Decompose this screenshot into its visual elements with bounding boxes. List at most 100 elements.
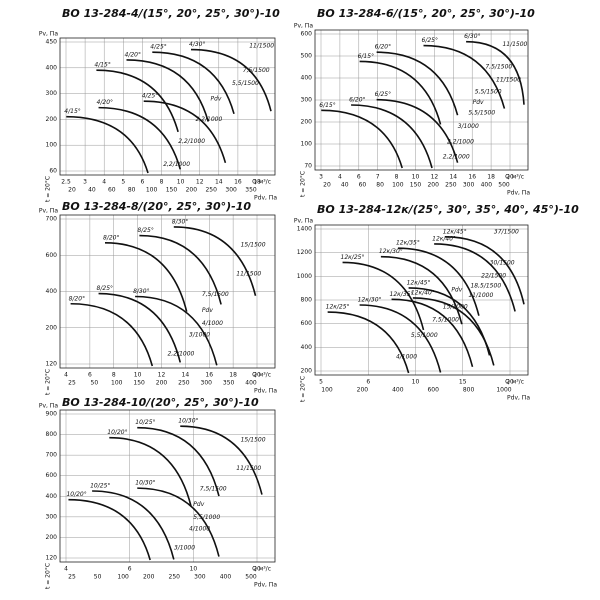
x-tick-label: 200 <box>427 182 439 189</box>
x-tick-label: 4 <box>102 179 106 186</box>
x-tick-label: 600 <box>427 387 439 394</box>
curve-label: 2,2/1000 <box>163 161 190 168</box>
x-tick-label: 200 <box>357 387 369 394</box>
x-tick-label: 4 <box>338 174 342 181</box>
curve-label: 7,5/1500 <box>243 67 270 74</box>
x-tick-label: 18 <box>253 179 261 186</box>
curve-label: 6/20° <box>349 97 365 104</box>
x-tick-label: 100 <box>321 387 333 394</box>
x-tick-label: 100 <box>111 380 123 387</box>
x-tick-label: 100 <box>392 182 404 189</box>
y-tick-label: 200 <box>301 368 313 375</box>
panel-title: ВО 13-284-10/(20°, 25°, 30°)-10 <box>62 396 259 409</box>
plot-frame <box>59 37 276 176</box>
x-tick-label: 150 <box>133 380 145 387</box>
x-tick-label: 5 <box>121 179 125 186</box>
x-unit: Pdv, Па <box>254 388 277 395</box>
plot-frame <box>59 214 276 369</box>
panel: ВО 13-284-10/(20°, 25°, 30°)-10 Pv, Па t =… <box>39 396 277 589</box>
curve <box>137 487 220 557</box>
curve <box>376 51 459 116</box>
x-tick-label: 3 <box>83 179 87 186</box>
x-tick-label: 400 <box>220 574 232 581</box>
x-tick-label: 500 <box>498 182 510 189</box>
y-tick-label: 500 <box>301 53 313 60</box>
curve-label: 12к/35° <box>390 291 414 298</box>
curve-label: 18,5/1500 <box>470 282 501 289</box>
y-tick-label: 600 <box>46 472 58 479</box>
curve-label: 5,5/1000 <box>193 514 220 521</box>
curve-label: 12к/40° <box>411 289 435 296</box>
panel-title: ВО 13-284-8/(20°, 25°, 30°)-10 <box>62 200 251 213</box>
curve-label: 6/30° <box>464 33 480 40</box>
curve <box>92 490 175 560</box>
curve-label: 6/15° <box>319 102 335 109</box>
y-tick-label: 900 <box>46 411 58 418</box>
x-tick-label: 150 <box>410 182 422 189</box>
panel-title: ВО 13-284-4/(15°, 20°, 25°, 30°)-10 <box>62 7 280 20</box>
x-unit: Pdv, Па <box>254 582 277 589</box>
x-tick-label: 20 <box>253 372 261 379</box>
curve <box>180 425 263 495</box>
x-unit: Q м³/с <box>252 372 271 379</box>
curve-label: 4/20° <box>97 99 113 106</box>
y-tick-label: 400 <box>46 64 58 71</box>
x-tick-label: 7 <box>376 174 380 181</box>
x-tick-label: 6 <box>88 372 92 379</box>
side-label: t = 20°C <box>300 171 307 197</box>
curve-label: 12к/30° <box>379 248 403 255</box>
curve-label: 30/1500 <box>490 260 515 267</box>
curve <box>139 234 222 305</box>
y-tick-label: 700 <box>46 216 58 223</box>
curve <box>98 292 182 363</box>
x-tick-label: 200 <box>156 380 168 387</box>
x-tick-label: 10 <box>134 372 142 379</box>
curve-label: 4/1000 <box>189 526 210 533</box>
y-axis-label: Pv, Па <box>294 218 313 225</box>
x-tick-label: 250 <box>445 182 457 189</box>
y-tick-label: 700 <box>46 452 58 459</box>
curve-label: 8/25° <box>137 227 153 234</box>
x-tick-label: 20 <box>323 182 331 189</box>
x-tick-label: 20 <box>253 566 261 573</box>
x-tick-label: 100 <box>117 574 129 581</box>
x-tick-label: 16 <box>234 179 242 186</box>
y-axis-label: Pv, Па <box>39 208 58 215</box>
curve-label: 12к/30° <box>358 297 382 304</box>
curve-label: 4/1000 <box>396 353 417 360</box>
y-tick-label: 300 <box>46 513 58 520</box>
x-tick-label: 16 <box>205 372 213 379</box>
x-tick-label: 400 <box>392 387 404 394</box>
y-tick-label: 1000 <box>297 273 312 280</box>
side-label: t = 20°C <box>45 369 52 395</box>
curve-label: 4/20° <box>125 51 141 58</box>
curve <box>98 106 182 170</box>
x-unit: Pdv, Па <box>254 195 277 202</box>
curve-label: 11/1500 <box>236 465 261 472</box>
curve-label: 15/1500 <box>241 436 266 443</box>
x-tick-label: 20 <box>506 174 514 181</box>
curve-label: Pdv <box>211 95 222 102</box>
y-tick-label: 800 <box>301 297 313 304</box>
curve-label: 3/1000 <box>458 123 479 130</box>
curve-label: Pdv <box>473 99 484 106</box>
curve-label: 12к/45° <box>443 228 467 235</box>
x-tick-label: 10 <box>412 174 420 181</box>
curve <box>66 115 149 174</box>
y-tick-label: 70 <box>304 163 312 170</box>
plot-frame <box>59 409 276 563</box>
y-tick-label: 200 <box>46 324 58 331</box>
side-label: t = 20°C <box>45 176 52 202</box>
x-tick-label: 400 <box>245 380 257 387</box>
curve <box>126 59 209 122</box>
curve-label: 11/1500 <box>236 271 261 278</box>
curve-label: 15/1000 <box>443 304 468 311</box>
curve-label: 6/20° <box>375 44 391 51</box>
curve-label: 6/25° <box>422 37 438 44</box>
y-tick-label: 200 <box>46 116 58 123</box>
curve-label: 10/20° <box>66 491 86 498</box>
y-tick-label: 300 <box>301 97 313 104</box>
x-tick-label: 20 <box>506 379 514 386</box>
panel: ВО 13-284-6/(15°, 20°, 25°, 30°)-10 Pv, П… <box>294 7 535 197</box>
x-tick-label: 18 <box>229 372 237 379</box>
